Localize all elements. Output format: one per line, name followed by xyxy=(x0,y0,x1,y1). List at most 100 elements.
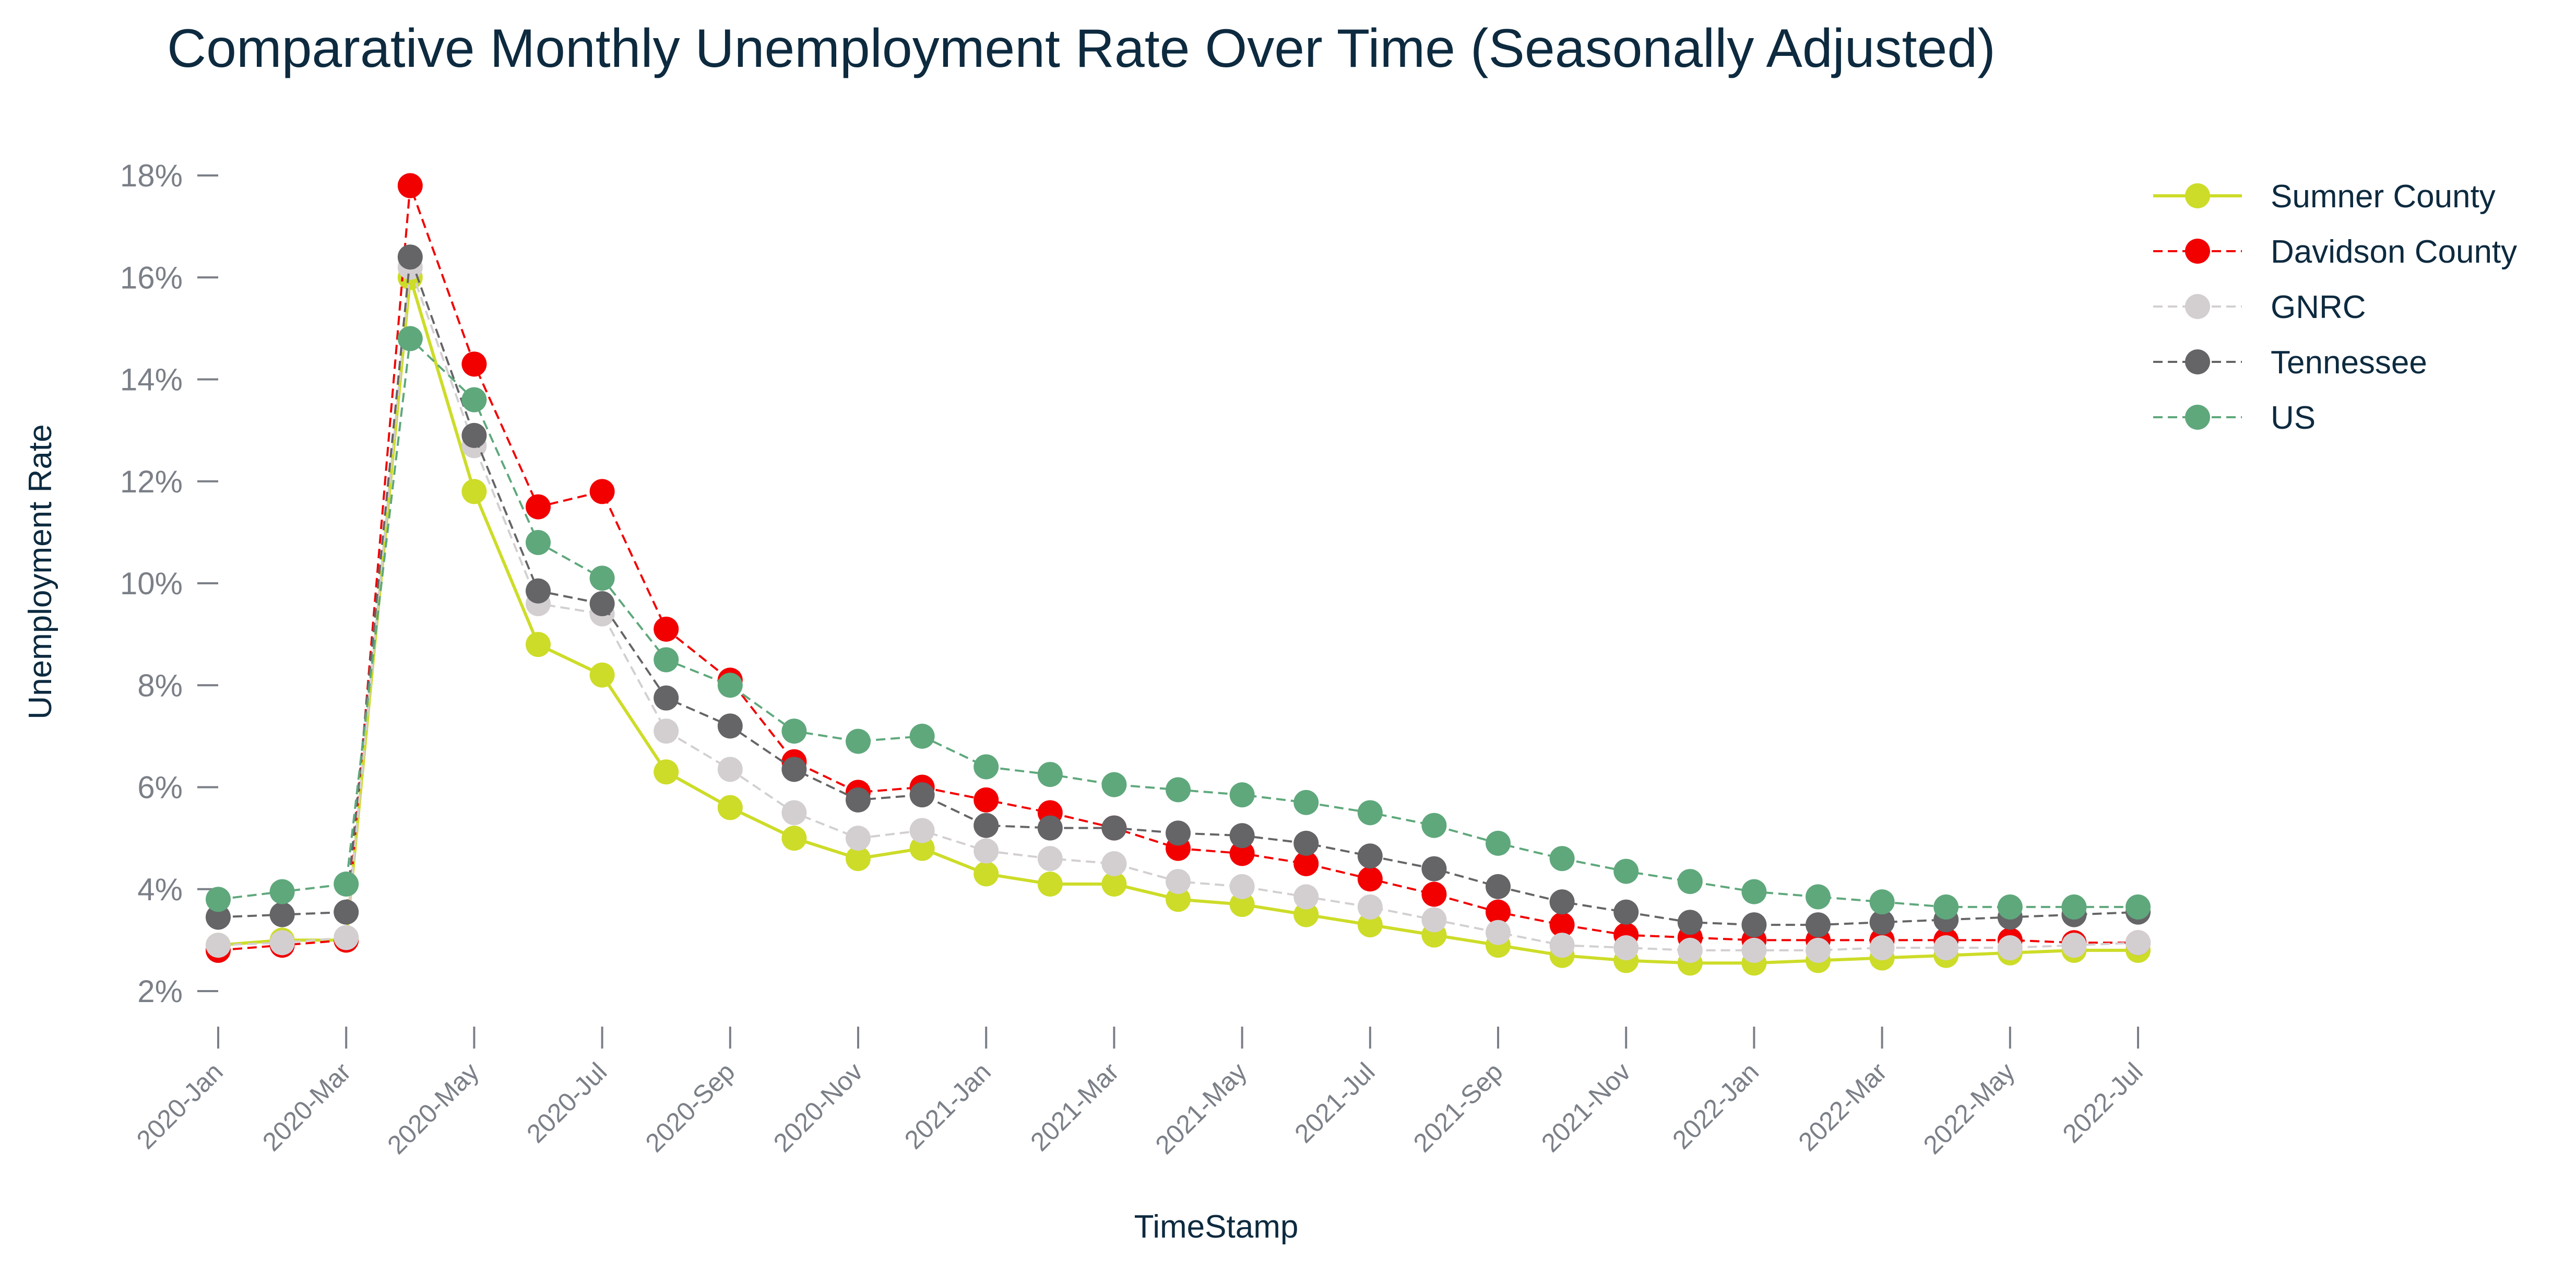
data-point-tennessee xyxy=(654,685,679,711)
y-tick-label: 16% xyxy=(120,260,183,295)
data-point-sumner-county xyxy=(654,759,679,785)
data-point-tennessee xyxy=(717,713,743,739)
data-point-us xyxy=(1549,846,1575,872)
data-point-us xyxy=(589,566,615,591)
data-point-gnrc xyxy=(781,800,807,826)
data-point-tennessee xyxy=(1613,899,1639,925)
data-point-tennessee xyxy=(1806,912,1831,938)
data-point-gnrc xyxy=(269,930,295,956)
data-point-tennessee xyxy=(846,787,871,813)
data-point-gnrc xyxy=(654,719,679,744)
data-point-us xyxy=(1677,869,1703,895)
legend-item-gnrc: GNRC xyxy=(2153,289,2366,325)
x-tick-label: 2021-Jul xyxy=(1289,1057,1380,1148)
legend-marker xyxy=(2185,405,2210,430)
legend-marker xyxy=(2185,183,2210,208)
x-tick-label: 2021-Mar xyxy=(1025,1057,1124,1157)
data-point-gnrc xyxy=(206,933,231,958)
data-point-tennessee xyxy=(206,904,231,930)
data-point-tennessee xyxy=(397,244,423,270)
data-point-us xyxy=(909,723,935,749)
data-point-tennessee xyxy=(589,591,615,617)
data-point-davidson-county xyxy=(526,494,551,520)
legend-marker xyxy=(2185,294,2210,319)
series-tennessee xyxy=(206,244,2151,938)
data-point-davidson-county xyxy=(654,616,679,642)
x-tick-label: 2022-Jul xyxy=(2057,1057,2148,1148)
data-point-davidson-county xyxy=(1421,881,1447,907)
data-point-davidson-county xyxy=(1357,866,1383,892)
data-point-gnrc xyxy=(1037,846,1063,872)
legend-item-sumner-county: Sumner County xyxy=(2153,179,2496,215)
data-point-gnrc xyxy=(1869,935,1895,961)
y-tick-label: 10% xyxy=(120,566,183,601)
legend-label: Davidson County xyxy=(2271,234,2517,270)
data-point-gnrc xyxy=(717,757,743,782)
data-point-sumner-county xyxy=(461,479,487,504)
data-point-us xyxy=(717,673,743,698)
data-point-sumner-county xyxy=(974,861,999,887)
data-point-sumner-county xyxy=(717,795,743,820)
x-tick-label: 2022-May xyxy=(1918,1057,2021,1160)
legend-marker xyxy=(2185,349,2210,374)
data-point-us xyxy=(461,387,487,413)
data-point-us xyxy=(846,728,871,754)
x-tick-label: 2022-Mar xyxy=(1792,1057,1892,1157)
data-point-tennessee xyxy=(781,757,807,782)
data-point-us xyxy=(334,871,359,897)
x-tick-label: 2020-Mar xyxy=(257,1057,357,1157)
data-point-tennessee xyxy=(1741,912,1767,938)
x-tick-label: 2020-Sep xyxy=(640,1057,741,1158)
data-point-us xyxy=(1166,777,1191,803)
data-point-us xyxy=(1037,762,1063,787)
data-point-sumner-county xyxy=(846,846,871,872)
legend: Sumner County Davidson County GNRC Tennesse… xyxy=(2153,179,2517,436)
data-point-us xyxy=(1293,790,1319,815)
data-point-gnrc xyxy=(1166,869,1191,895)
legend-item-tennessee: Tennessee xyxy=(2153,345,2427,381)
data-point-tennessee xyxy=(1229,823,1255,849)
x-tick-label: 2020-May xyxy=(382,1057,484,1160)
legend-item-davidson-county: Davidson County xyxy=(2153,234,2517,270)
data-point-tennessee xyxy=(1421,856,1447,881)
data-point-gnrc xyxy=(1101,851,1127,876)
data-point-us xyxy=(1741,879,1767,904)
legend-label: Sumner County xyxy=(2271,179,2496,215)
data-point-us xyxy=(526,529,551,555)
data-point-us xyxy=(781,719,807,744)
data-point-davidson-county xyxy=(974,787,999,813)
data-point-gnrc xyxy=(2061,933,2087,958)
data-point-gnrc xyxy=(1293,884,1319,910)
data-point-gnrc xyxy=(1933,935,1959,961)
data-point-davidson-county xyxy=(397,173,423,198)
data-point-us xyxy=(1869,889,1895,915)
x-tick-label: 2021-May xyxy=(1150,1057,1253,1160)
data-point-gnrc xyxy=(334,925,359,950)
chart-title: Comparative Monthly Unemployment Rate Ov… xyxy=(167,18,1996,79)
y-tick-label: 18% xyxy=(120,158,183,193)
data-point-gnrc xyxy=(1997,935,2023,961)
data-point-sumner-county xyxy=(526,632,551,657)
data-point-tennessee xyxy=(974,813,999,838)
data-point-gnrc xyxy=(1357,894,1383,920)
x-tick-label: 2020-Nov xyxy=(768,1057,869,1158)
data-point-sumner-county xyxy=(909,835,935,861)
data-point-sumner-county xyxy=(1293,902,1319,927)
data-point-us xyxy=(2061,894,2087,920)
data-point-sumner-county xyxy=(589,662,615,688)
data-point-gnrc xyxy=(1549,933,1575,958)
series-us xyxy=(206,326,2151,920)
data-point-tennessee xyxy=(1869,910,1895,935)
data-point-us xyxy=(1486,830,1511,856)
data-point-sumner-county xyxy=(1101,871,1127,897)
data-point-us xyxy=(1101,772,1127,797)
data-point-us xyxy=(1613,858,1639,884)
data-point-sumner-county xyxy=(781,826,807,851)
y-tick-label: 14% xyxy=(120,362,183,397)
data-point-tennessee xyxy=(1101,815,1127,841)
x-tick-label: 2021-Sep xyxy=(1408,1057,1509,1158)
data-point-gnrc xyxy=(1677,937,1703,963)
data-point-us xyxy=(1806,884,1831,910)
data-point-davidson-county xyxy=(461,351,487,377)
data-point-tennessee xyxy=(334,899,359,925)
